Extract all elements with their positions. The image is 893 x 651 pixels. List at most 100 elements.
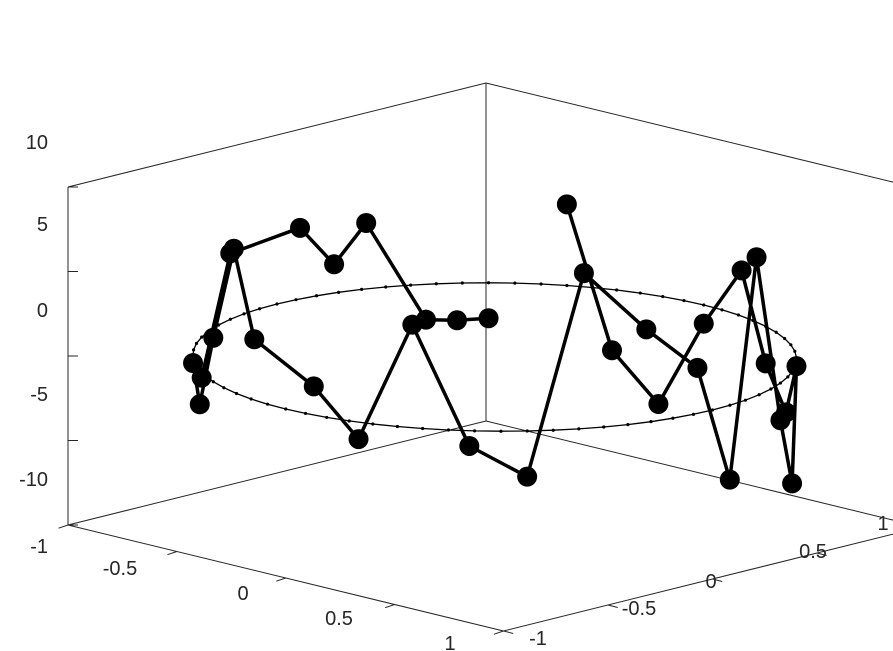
data-point <box>786 356 807 377</box>
data-point <box>348 429 369 450</box>
axis-tick-labels: -0.5 0 0.5 1 -1 -0.5 0 0.5 1 -1 -10 -5 0 5 10 <box>19 132 888 651</box>
x-tick-label: -0.5 <box>103 558 137 580</box>
y-tick-label: -1 <box>529 628 547 650</box>
z-tick-label: 0 <box>37 300 48 322</box>
reference-circle-point <box>409 283 413 287</box>
reference-circle-point <box>194 341 199 346</box>
data-point <box>244 329 265 350</box>
reference-circle-point <box>774 330 778 334</box>
reference-circle-point <box>228 317 232 321</box>
data-series <box>183 194 807 494</box>
reference-circle-point <box>384 285 388 289</box>
axis-edge-x-back <box>485 420 893 521</box>
z-tick-label: 10 <box>26 132 48 154</box>
data-point <box>573 263 594 284</box>
reference-circle-point <box>242 312 246 316</box>
reference-circle-point <box>539 282 543 286</box>
reference-circle-point <box>395 424 399 429</box>
data-point <box>636 319 657 340</box>
x-tick-label: 0 <box>237 583 248 605</box>
reference-circle-point <box>728 403 732 407</box>
data-point <box>782 473 803 494</box>
reference-circle-point <box>783 336 787 341</box>
x-tick-label: 0.5 <box>325 608 353 630</box>
reference-circle-point <box>275 302 279 306</box>
data-point <box>693 313 714 334</box>
reference-circle-point <box>211 380 215 384</box>
reference-circle-point <box>565 283 569 288</box>
data-point <box>731 260 752 281</box>
data-point <box>303 376 324 397</box>
reference-circle-point <box>460 281 464 285</box>
axis-edge-y-left <box>67 420 487 526</box>
y-tick-label: 1 <box>877 513 888 535</box>
x-tick <box>58 524 69 529</box>
x-tick-label: 1 <box>444 633 455 651</box>
data-point <box>402 314 423 335</box>
reference-circle-point <box>360 287 364 292</box>
data-point <box>223 238 244 259</box>
data-point <box>447 310 468 331</box>
x-tick <box>493 630 504 635</box>
reference-circle-point <box>258 307 262 311</box>
reference-circle-line <box>192 282 798 432</box>
reference-circle-point <box>661 294 665 299</box>
reference-circle-point <box>649 420 653 424</box>
x-tick <box>384 604 395 609</box>
reference-circle-point <box>743 398 748 402</box>
reference-circle-point <box>626 422 630 427</box>
reference-circle-point <box>602 425 606 429</box>
reference-circle-point <box>702 303 706 307</box>
reference-circle-point <box>757 393 761 397</box>
reference-circle-point <box>736 313 740 317</box>
data-point <box>746 247 767 268</box>
reference-circle-point <box>710 408 715 412</box>
reference-circle-point <box>421 426 425 431</box>
reference-circle-point <box>671 416 675 420</box>
axis-edge-y-right <box>503 533 893 632</box>
reference-circle-point <box>638 291 642 295</box>
axis-edge-top-left <box>67 82 487 188</box>
x-tick <box>167 551 178 556</box>
y-tick <box>503 630 514 634</box>
data-point <box>189 394 210 415</box>
data-point <box>478 308 499 329</box>
y-tick <box>607 604 618 608</box>
reference-circle-point <box>294 298 298 302</box>
data-point <box>517 466 538 487</box>
reference-circle-point <box>778 381 783 385</box>
y-tick <box>816 552 827 556</box>
reference-circle-point <box>769 387 773 391</box>
y-tick-label: -0.5 <box>622 598 656 620</box>
reference-circle-point <box>303 411 308 416</box>
reference-circle-point <box>486 281 491 285</box>
reference-circle-point <box>371 422 375 426</box>
reference-circle-point <box>284 407 288 411</box>
reference-circle-point <box>249 397 253 401</box>
data-point <box>356 212 377 233</box>
data-point <box>191 367 212 388</box>
axis-ticks <box>58 186 827 635</box>
reference-circle-point <box>786 375 790 379</box>
z-tick-label: 5 <box>37 214 48 236</box>
reference-circle-point <box>720 308 724 312</box>
data-point <box>459 435 480 456</box>
z-tick-label: -1 <box>30 536 48 558</box>
reference-circle-point <box>499 429 503 433</box>
reference-circle-point <box>336 290 341 294</box>
reference-circle-point <box>691 412 696 416</box>
data-point <box>290 217 311 238</box>
data-point <box>324 254 345 275</box>
reference-circle-point <box>434 282 438 286</box>
data-point <box>602 340 623 361</box>
reference-circle-point <box>325 415 329 420</box>
data-point <box>755 353 776 374</box>
y-tick-label: 0.5 <box>799 541 827 563</box>
reference-circle-point <box>513 281 517 285</box>
reference-circle-point <box>347 419 351 423</box>
data-point <box>183 353 204 374</box>
x-tick <box>276 577 286 582</box>
reference-circle-point <box>615 288 619 292</box>
reference-circle-point <box>222 386 226 390</box>
data-point <box>719 469 740 490</box>
